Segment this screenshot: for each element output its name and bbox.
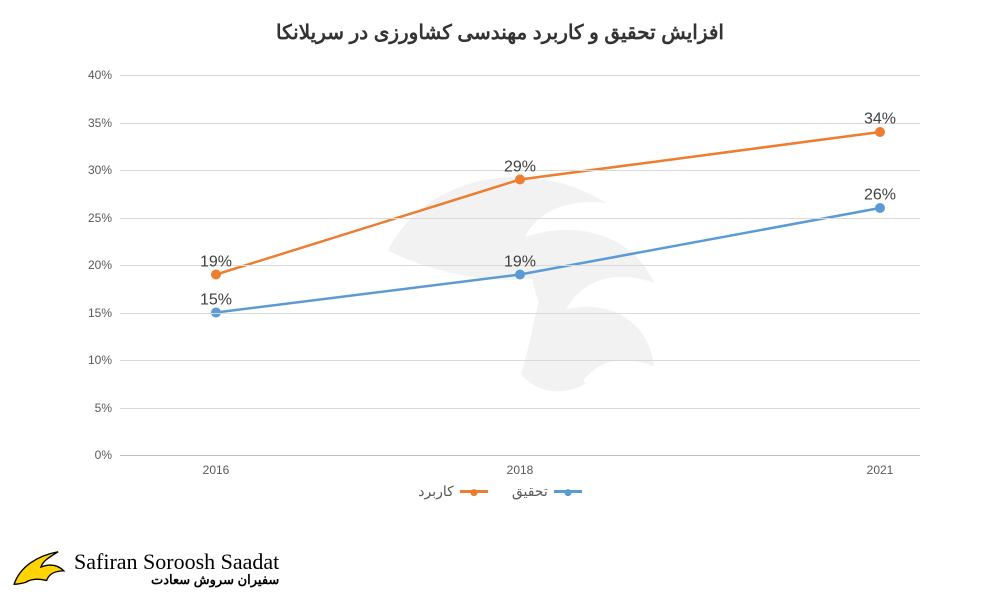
series-marker (211, 270, 221, 280)
data-label: 26% (864, 186, 896, 204)
data-label: 19% (200, 253, 232, 271)
x-tick-label: 2021 (867, 463, 894, 477)
gridline (120, 408, 920, 409)
gridline (120, 75, 920, 76)
y-tick-label: 35% (88, 116, 112, 130)
legend-label: کاربرد (418, 483, 454, 500)
wing-icon (10, 546, 68, 590)
legend-item: تحقیق (512, 483, 582, 500)
gridline (120, 218, 920, 219)
gridline (120, 455, 920, 456)
series-marker (515, 175, 525, 185)
legend-label: تحقیق (512, 483, 548, 500)
y-tick-label: 0% (95, 448, 112, 462)
y-tick-label: 5% (95, 401, 112, 415)
gridline (120, 360, 920, 361)
x-tick-label: 2016 (203, 463, 230, 477)
data-label: 15% (200, 291, 232, 309)
series-marker (515, 270, 525, 280)
legend-swatch (460, 490, 488, 493)
logo-text: Safiran Soroosh Saadat سفیران سروش سعادت (74, 550, 279, 587)
chart-title: افزایش تحقیق و کاربرد مهندسی کشاورزی در … (60, 20, 940, 45)
logo-english: Safiran Soroosh Saadat (74, 550, 279, 573)
y-tick-label: 30% (88, 163, 112, 177)
y-tick-label: 40% (88, 68, 112, 82)
series-marker (875, 127, 885, 137)
series-marker (875, 203, 885, 213)
brand-logo: Safiran Soroosh Saadat سفیران سروش سعادت (10, 546, 279, 590)
gridline (120, 313, 920, 314)
y-tick-label: 15% (88, 306, 112, 320)
legend-item: کاربرد (418, 483, 488, 500)
data-label: 29% (504, 158, 536, 176)
data-label: 19% (504, 253, 536, 271)
series-line (216, 132, 880, 275)
plot-area: 0%5%10%15%20%25%30%35%40%20162018202115%… (120, 75, 920, 455)
chart-container: افزایش تحقیق و کاربرد مهندسی کشاورزی در … (60, 20, 940, 500)
y-tick-label: 25% (88, 211, 112, 225)
x-tick-label: 2018 (507, 463, 534, 477)
legend-swatch (554, 490, 582, 493)
series-line (216, 208, 880, 313)
gridline (120, 123, 920, 124)
logo-farsi: سفیران سروش سعادت (74, 573, 279, 587)
y-tick-label: 20% (88, 258, 112, 272)
y-tick-label: 10% (88, 353, 112, 367)
data-label: 34% (864, 110, 896, 128)
legend: تحقیق کاربرد (60, 480, 940, 500)
